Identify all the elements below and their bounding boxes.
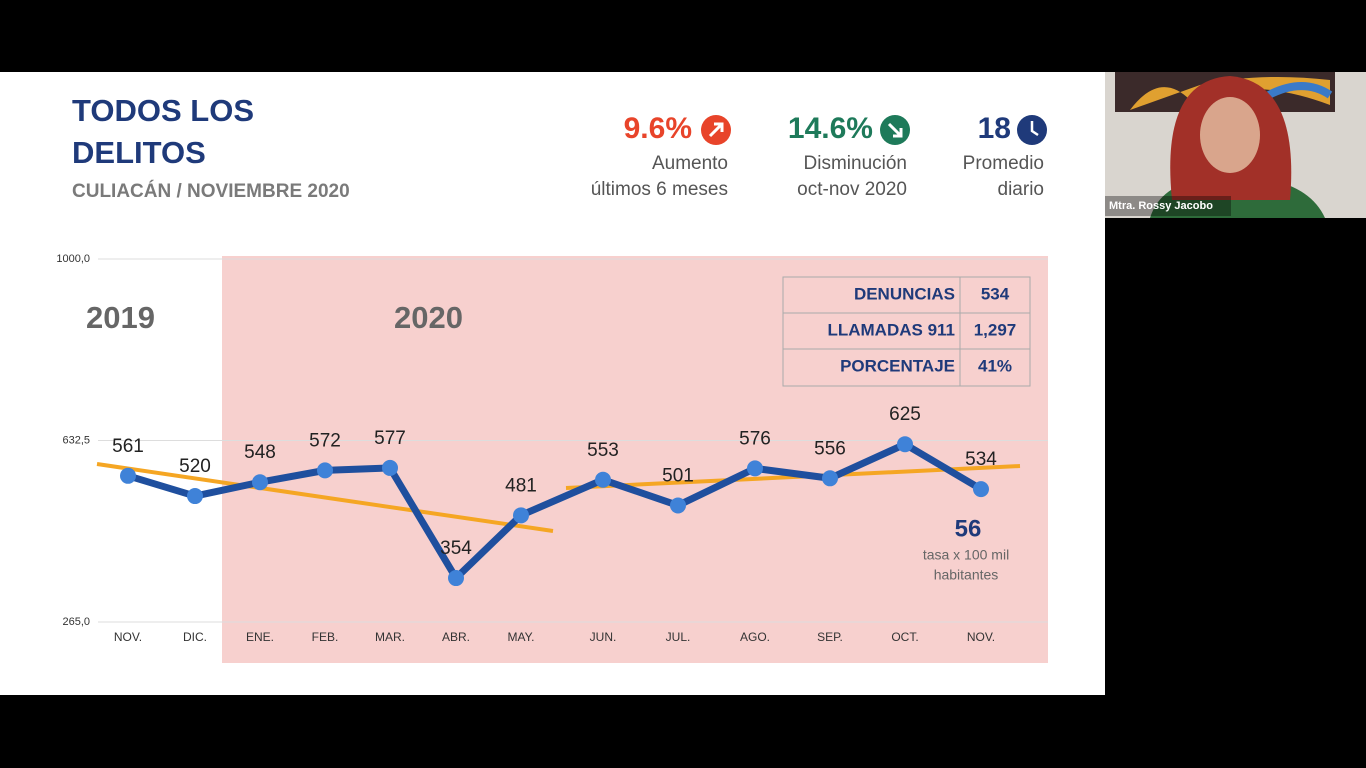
data-point <box>448 570 464 587</box>
data-point <box>513 507 529 524</box>
period-label: 2019 <box>86 300 155 335</box>
x-tick-label: NOV. <box>114 630 142 644</box>
x-tick-label: JUN. <box>590 630 617 644</box>
x-tick-label: DIC. <box>183 630 207 644</box>
title-line: DELITOS <box>72 135 206 170</box>
data-point <box>897 436 913 453</box>
kpi-value: 18 <box>978 112 1011 145</box>
table-cell: LLAMADAS 911 <box>827 320 955 339</box>
kpi-label: últimos 6 meses <box>591 179 728 200</box>
data-point <box>822 470 838 487</box>
data-point <box>120 467 136 484</box>
table-cell: 41% <box>978 356 1012 375</box>
painting-color <box>1130 76 1330 110</box>
table-cell: 1,297 <box>974 320 1017 339</box>
data-point <box>595 471 611 488</box>
arrow-icon <box>887 122 903 138</box>
data-point <box>747 460 763 477</box>
data-label: 553 <box>587 440 619 461</box>
summary-table: DENUNCIAS 534 LLAMADAS 911 1,297 PORCENT… <box>782 276 1031 387</box>
caption-bg <box>1105 196 1231 216</box>
table-cell: PORCENTAJE <box>840 356 955 375</box>
x-tick-label: SEP. <box>817 630 843 644</box>
data-label: 625 <box>889 404 921 425</box>
data-label: 556 <box>814 438 846 459</box>
video-caption: Mtra. Rossy Jacobo <box>1109 200 1213 212</box>
data-label: 481 <box>505 475 537 496</box>
arrow-icon <box>708 122 724 138</box>
annotation-value: 56 <box>955 515 982 542</box>
x-tick-label: NOV. <box>967 630 995 644</box>
clock-icon <box>1030 121 1039 137</box>
table-cell: DENUNCIAS <box>854 284 955 303</box>
data-label: 501 <box>662 465 694 486</box>
period-label: 2020 <box>394 300 463 335</box>
kpi-label: Promedio <box>963 153 1044 174</box>
kpi-value: 9.6% <box>624 112 692 145</box>
data-point <box>670 497 686 514</box>
x-tick-label: JUL. <box>666 630 691 644</box>
kpi-label: diario <box>998 179 1044 200</box>
kpi-value: 14.6% <box>788 112 873 145</box>
data-label: 354 <box>440 538 472 559</box>
video-tile: Mtra. Rossy Jacobo <box>1105 72 1366 218</box>
line-chart: 265,0 632,5 1000,0 NOV. DIC. ENE. FEB. MAR. ABR.… <box>56 253 1048 644</box>
annotation-text: habitantes <box>934 567 999 583</box>
data-point <box>252 474 268 491</box>
y-tick-label: 632,5 <box>62 434 90 446</box>
x-tick-label: AGO. <box>740 630 770 644</box>
x-tick-label: MAY. <box>508 630 535 644</box>
data-label: 520 <box>179 456 211 477</box>
table-border <box>782 276 1031 387</box>
data-label: 577 <box>374 428 406 449</box>
kpi-label: oct-nov 2020 <box>797 179 907 200</box>
data-label: 534 <box>965 449 997 470</box>
data-point <box>382 459 398 476</box>
kpi-label: Aumento <box>652 153 728 174</box>
annotation-text: tasa x 100 mil <box>923 547 1009 563</box>
kpi-label: Disminución <box>804 153 907 174</box>
x-tick-label: MAR. <box>375 630 405 644</box>
y-tick-label: 265,0 <box>62 616 90 628</box>
subtitle: CULIACÁN / NOVIEMBRE 2020 <box>72 180 350 202</box>
title-line: TODOS LOS <box>72 93 254 128</box>
data-point <box>317 462 333 479</box>
data-label: 572 <box>309 430 341 451</box>
data-label: 576 <box>739 428 771 449</box>
data-point <box>187 488 203 505</box>
x-tick-label: OCT. <box>891 630 918 644</box>
trend-line <box>96 462 554 533</box>
x-tick-label: FEB. <box>312 630 339 644</box>
x-tick-label: ABR. <box>442 630 470 644</box>
data-point <box>973 481 989 498</box>
table-cell: 534 <box>981 284 1010 303</box>
x-tick-label: ENE. <box>246 630 274 644</box>
y-tick-label: 1000,0 <box>56 253 90 265</box>
person-face <box>1200 97 1260 173</box>
data-label: 561 <box>112 436 144 457</box>
data-label: 548 <box>244 442 276 463</box>
